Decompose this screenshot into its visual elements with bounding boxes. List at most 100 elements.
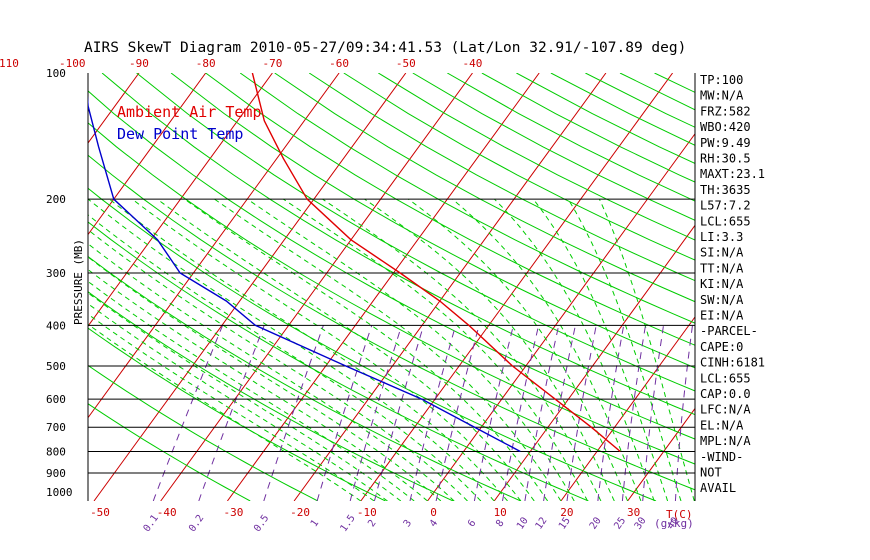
mixing-ratio-label: 25 [612,515,628,531]
isotherm-line [627,407,695,501]
stability-index-item: EL:N/A [700,418,744,432]
isotherm-line [88,73,207,236]
dry-adiabat-line [88,122,695,465]
mixing-ratio-label: 20 [588,515,604,531]
mixing-ratio-line [152,325,224,501]
stability-index-item: TH:3635 [700,183,751,197]
mixing-ratio-line [543,325,576,501]
pressure-tick-label: 300 [46,267,66,280]
moist-adiabat-line [88,323,362,501]
isotherm-line [0,73,6,501]
moist-adiabat-line [452,198,642,501]
isotherm-line [160,73,473,501]
dry-adiabat-line [88,154,695,491]
dry-adiabat-line [516,73,695,164]
moist-adiabat-line [88,214,482,501]
stability-index-item: L57:7.2 [700,199,751,213]
stability-index-item: LFC:N/A [700,403,751,417]
stability-index-item: LI:3.3 [700,230,743,244]
pressure-tick-label: 800 [46,446,66,459]
pressure-tick-label: 200 [46,193,66,206]
mixing-ratio-line [409,325,457,501]
dry-adiabat-line [654,73,695,93]
moist-adiabat-line [88,268,428,501]
stability-index-item: CINH:6181 [700,356,765,370]
dry-adiabat-line [308,73,695,282]
mixing-ratio-line [373,325,425,501]
mixing-ratio-line [435,325,480,501]
mixing-ratio-label: 10 [515,515,531,531]
stability-index-item: CAP:0.0 [700,387,751,401]
moist-adiabat-line [88,303,388,501]
dry-adiabat-line [343,73,695,261]
bottom-temp-tick-label: -10 [357,506,377,519]
isotherm-line [828,73,870,501]
dewpoint-profile-line [88,95,521,453]
mixing-ratio-label: 8 [494,518,506,529]
moist-adiabat-line [598,198,695,501]
pressure-tick-label: 500 [46,360,66,373]
bottom-temp-tick-label: -40 [157,506,177,519]
stability-index-item: SI:N/A [700,246,744,260]
mixing-ratio-line [674,325,693,501]
mixing-ratio-lines [152,325,693,501]
mixing-ratio-label: 2 [366,518,378,529]
legend-dew-point-temp: Dew Point Temp [117,125,243,143]
moist-adiabat-line [109,198,508,501]
mixing-ratio-label: 1.5 [338,513,357,534]
moist-adiabat-line [88,256,442,501]
mixing-ratio-line [502,325,540,501]
mixing-ratio-line [524,325,560,501]
moist-adiabat-line [88,243,455,501]
bottom-temp-tick-label: -20 [290,506,310,519]
top-temp-tick-label: -70 [262,57,282,70]
dry-adiabat-line [88,364,319,501]
mixing-ratio-line [597,325,625,501]
moist-adiabat-line [88,292,402,501]
stability-index-item: LCL:655 [700,371,751,385]
temperature-profile-line [251,73,621,453]
dry-adiabat-line [136,73,695,392]
isotherm-line [761,73,870,501]
x-axis-unit-label: T(C) [666,508,693,521]
isotherm-line [293,73,607,501]
dry-adiabat-line [378,73,695,241]
stability-index-item: KI:N/A [700,277,744,291]
mixing-ratio-label: 3 [402,518,414,529]
moist-adiabat-line [567,198,682,501]
moist-adiabat-line [408,198,629,501]
moist-adiabat-line [283,198,589,501]
pressure-tick-label: 600 [46,393,66,406]
mixing-ratio-line [566,325,597,501]
dry-adiabat-line [88,90,695,440]
moist-adiabat-line [88,198,495,501]
pressure-tick-label: 100 [46,67,66,80]
isotherm-line [427,132,695,501]
moist-adiabat-line [214,198,562,501]
mixing-ratio-line [263,325,324,501]
pressure-gridlines [87,73,696,501]
stability-index-item: NOT [700,466,722,480]
stability-index-item: RH:30.5 [700,152,751,166]
top-temp-tick-label: -80 [196,57,216,70]
isotherm-line [88,73,340,419]
stability-index-item: AVAIL [700,481,736,495]
top-temp-tick-label: -50 [396,57,416,70]
dry-adiabat-line [88,255,521,501]
bottom-temp-tick-label: 0 [430,506,437,519]
pressure-tick-label: 1000 [46,486,73,499]
stability-index-item: LCL:655 [700,214,751,228]
top-temp-tick-label: -40 [463,57,483,70]
mixing-ratio-line [473,325,514,501]
mixing-ratio-label: 6 [466,518,478,529]
stability-index-item: TT:N/A [700,261,744,275]
moist-adiabat-line [157,198,535,501]
top-temp-tick-label: -110 [0,57,19,70]
moist-adiabat-line [247,198,575,501]
stability-index-item: PW:9.49 [700,136,751,150]
moist-adiabat-line [184,198,549,501]
bottom-temp-tick-label: -30 [223,506,243,519]
moist-adiabat-line [88,229,468,501]
